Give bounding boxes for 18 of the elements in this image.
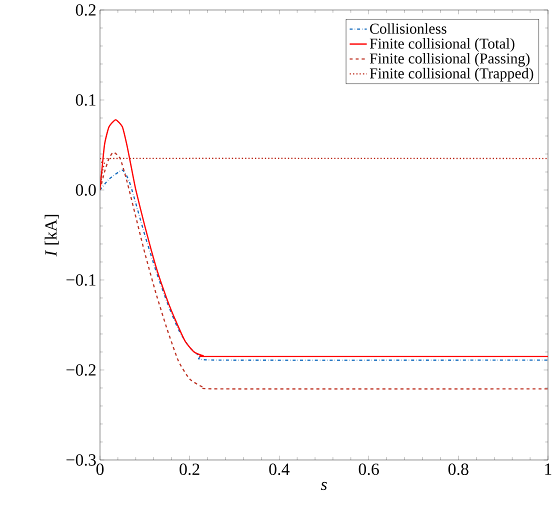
x-tick-label: 0.6 <box>358 464 379 476</box>
y-tick-label: 0.2 <box>76 4 96 16</box>
y-tick-label: −0.3 <box>66 454 96 466</box>
y-tick-label: 0.1 <box>76 94 96 106</box>
y-tick-label: −0.2 <box>66 364 96 376</box>
legend-label: Finite collisional (Trapped) <box>370 68 534 82</box>
x-tick-label: 0.2 <box>180 464 200 476</box>
y-tick-label: −0.1 <box>66 274 96 286</box>
x-tick-label: 0.4 <box>269 464 290 476</box>
y-tick-label: 0.0 <box>76 184 96 196</box>
y-axis-title: I [kA] <box>44 214 59 256</box>
legend-label: Finite collisional (Total) <box>370 38 514 52</box>
legend-label: Collisionless <box>370 23 446 34</box>
x-tick-label: 1 <box>545 464 552 475</box>
x-axis-title: s <box>320 482 327 490</box>
x-tick-label: 0.8 <box>448 464 468 476</box>
legend-label: Finite collisional (Passing) <box>370 53 530 67</box>
x-tick-label: 0 <box>96 464 104 475</box>
